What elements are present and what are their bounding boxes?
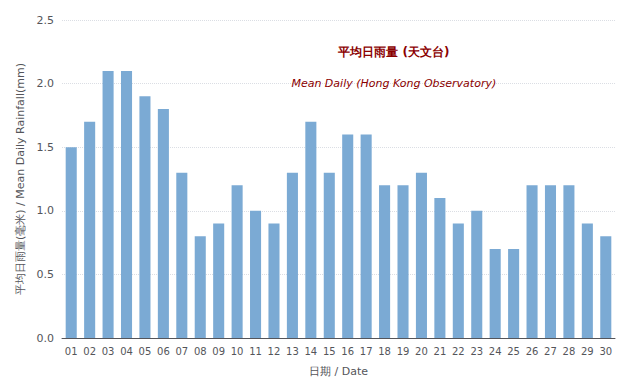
svg-text:2.0: 2.0 — [37, 77, 55, 90]
svg-text:26: 26 — [526, 346, 539, 357]
svg-text:10: 10 — [231, 346, 244, 357]
svg-text:27: 27 — [544, 346, 557, 357]
svg-text:03: 03 — [102, 346, 115, 357]
svg-text:18: 18 — [378, 346, 391, 357]
svg-text:21: 21 — [434, 346, 447, 357]
svg-text:23: 23 — [470, 346, 483, 357]
svg-text:02: 02 — [83, 346, 96, 357]
svg-text:1.0: 1.0 — [37, 204, 55, 217]
svg-text:04: 04 — [120, 346, 133, 357]
svg-text:20: 20 — [415, 346, 428, 357]
svg-text:11: 11 — [249, 346, 262, 357]
svg-text:28: 28 — [563, 346, 576, 357]
svg-text:13: 13 — [286, 346, 299, 357]
svg-text:日期 / Date: 日期 / Date — [309, 365, 368, 378]
svg-text:06: 06 — [157, 346, 170, 357]
svg-text:2.5: 2.5 — [37, 14, 55, 27]
svg-text:07: 07 — [175, 346, 188, 357]
svg-text:15: 15 — [323, 346, 336, 357]
svg-text:17: 17 — [360, 346, 373, 357]
svg-text:1.5: 1.5 — [37, 141, 55, 154]
svg-text:平均日雨量(毫米) / Mean Daily Rainfal: 平均日雨量(毫米) / Mean Daily Rainfall(mm) — [14, 63, 27, 295]
svg-text:01: 01 — [65, 346, 78, 357]
svg-text:24: 24 — [489, 346, 502, 357]
svg-text:0.5: 0.5 — [37, 268, 55, 281]
svg-text:14: 14 — [304, 346, 317, 357]
svg-text:16: 16 — [341, 346, 354, 357]
svg-text:05: 05 — [139, 346, 152, 357]
svg-text:08: 08 — [194, 346, 207, 357]
svg-text:25: 25 — [507, 346, 520, 357]
svg-text:09: 09 — [212, 346, 225, 357]
svg-text:平均日雨量 (天文台): 平均日雨量 (天文台) — [337, 45, 449, 59]
svg-text:Mean Daily (Hong Kong Observat: Mean Daily (Hong Kong Observatory) — [291, 77, 496, 90]
svg-text:30: 30 — [599, 346, 612, 357]
svg-text:19: 19 — [397, 346, 410, 357]
svg-text:29: 29 — [581, 346, 594, 357]
svg-text:22: 22 — [452, 346, 465, 357]
svg-text:12: 12 — [268, 346, 281, 357]
svg-text:0.0: 0.0 — [37, 332, 55, 345]
